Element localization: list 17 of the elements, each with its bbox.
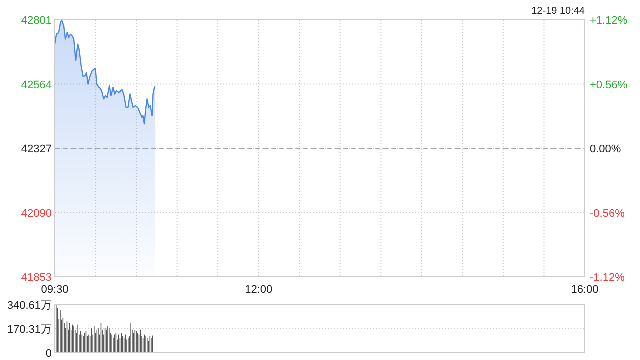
x-tick-label: 09:30 [41, 284, 69, 296]
y-tick-label: 42801 [21, 15, 52, 27]
y2-tick-label: +0.56% [590, 79, 628, 92]
y2-tick-label: +1.12% [590, 15, 628, 27]
y-tick-label: 41853 [21, 272, 52, 284]
y-tick-label: 42564 [21, 79, 52, 92]
y2-tick-label: -1.12% [590, 272, 626, 284]
y-tick-label: 0 [46, 348, 52, 360]
y-tick-label: 170.31万 [7, 324, 52, 336]
x-tick-label: 12:00 [245, 284, 273, 296]
text: 12-19 10:44 [532, 6, 586, 17]
y2-tick-label: -0.56% [590, 208, 626, 220]
y-tick-label: 340.61万 [7, 300, 52, 312]
y2-tick-label: 0.00% [590, 144, 622, 156]
x-tick-label: 16:00 [571, 284, 599, 296]
y-tick-label: 42090 [21, 208, 52, 220]
y-tick-label: 42327 [21, 144, 52, 156]
